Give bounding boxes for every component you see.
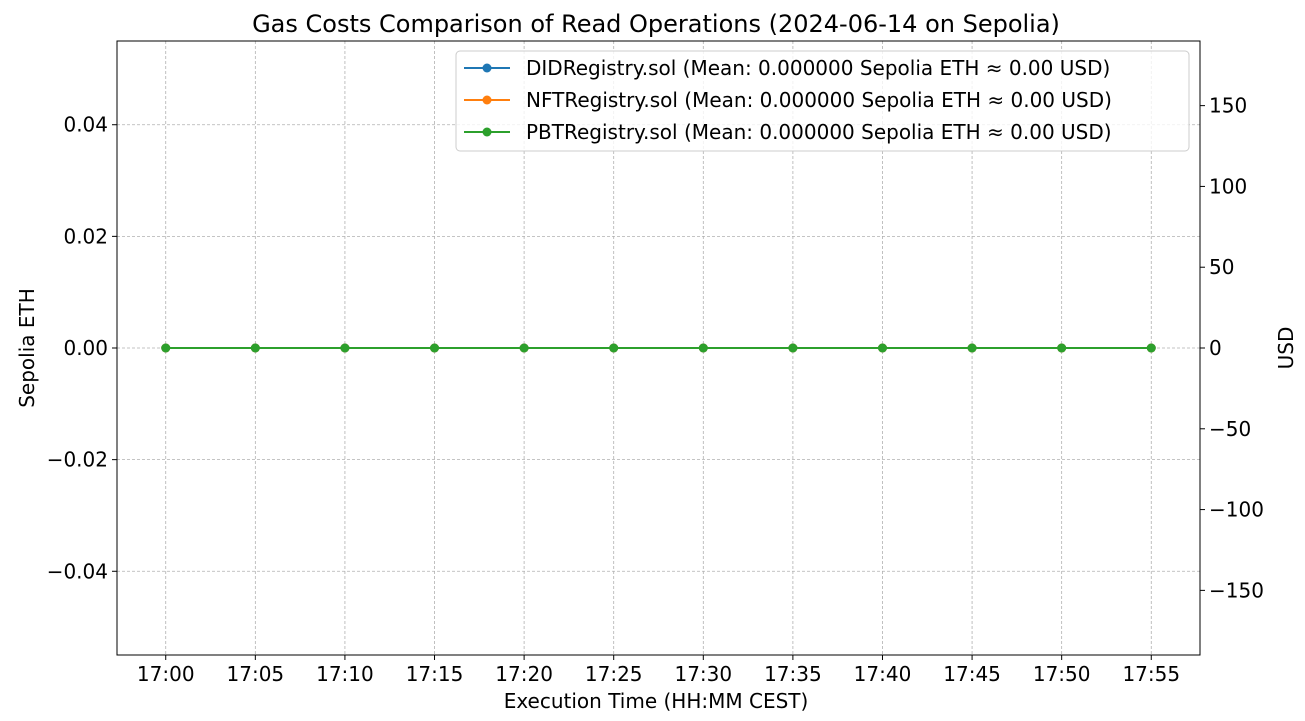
x-tick-label: 17:00 (137, 662, 195, 686)
x-tick-label: 17:15 (406, 662, 464, 686)
y-axis-left: −0.04 −0.02 0.00 0.02 0.04 (47, 113, 117, 583)
x-tick-label: 17:50 (1033, 662, 1091, 686)
data-point (250, 343, 260, 353)
legend-item: DIDRegistry.sol (Mean: 0.000000 Sepolia … (464, 56, 1110, 80)
data-point (788, 343, 798, 353)
x-axis-label: Execution Time (HH:MM CEST) (504, 689, 809, 713)
y-tick-label: 0.04 (63, 113, 108, 137)
legend-item: PBTRegistry.sol (Mean: 0.000000 Sepolia … (464, 120, 1112, 144)
data-point (609, 343, 619, 353)
legend-marker (482, 63, 492, 73)
data-point (1146, 343, 1156, 353)
legend-label: PBTRegistry.sol (Mean: 0.000000 Sepolia … (526, 120, 1112, 144)
x-tick-label: 17:30 (674, 662, 732, 686)
y2-tick-label: 0 (1209, 336, 1222, 360)
data-point (967, 343, 977, 353)
x-tick-label: 17:45 (943, 662, 1001, 686)
y2-tick-label: 50 (1209, 255, 1234, 279)
data-point (430, 343, 440, 353)
legend: DIDRegistry.sol (Mean: 0.000000 Sepolia … (455, 50, 1190, 152)
x-tick-label: 17:25 (585, 662, 643, 686)
y2-axis-label: USD (1274, 327, 1298, 370)
data-point (161, 343, 171, 353)
y-axis-label: Sepolia ETH (15, 288, 39, 408)
x-tick-label: 17:05 (227, 662, 285, 686)
legend-marker (482, 127, 492, 137)
data-point (1057, 343, 1067, 353)
x-tick-label: 17:55 (1122, 662, 1180, 686)
data-point (877, 343, 887, 353)
legend-box (455, 50, 1190, 152)
y2-tick-label: −100 (1209, 498, 1264, 522)
y-axis-right: −150 −100 −50 0 50 100 150 (1200, 94, 1264, 602)
legend-item: NFTRegistry.sol (Mean: 0.000000 Sepolia … (464, 88, 1112, 112)
y2-tick-label: 150 (1209, 94, 1247, 118)
legend-marker (482, 95, 492, 105)
legend-label: NFTRegistry.sol (Mean: 0.000000 Sepolia … (526, 88, 1112, 112)
legend-label: DIDRegistry.sol (Mean: 0.000000 Sepolia … (526, 56, 1110, 80)
y-tick-label: 0.00 (63, 336, 108, 360)
y2-tick-label: −50 (1209, 417, 1251, 441)
y2-tick-label: 100 (1209, 174, 1247, 198)
x-tick-label: 17:20 (495, 662, 553, 686)
x-tick-label: 17:40 (854, 662, 912, 686)
x-tick-label: 17:10 (316, 662, 374, 686)
series-layer (161, 343, 1156, 353)
x-tick-label: 17:35 (764, 662, 822, 686)
chart-title: Gas Costs Comparison of Read Operations … (252, 10, 1060, 38)
data-point (698, 343, 708, 353)
data-point (519, 343, 529, 353)
y-tick-label: 0.02 (63, 224, 108, 248)
series-pbtregistry (161, 343, 1156, 353)
data-point (340, 343, 350, 353)
x-axis: 17:00 17:05 17:10 17:15 17:20 17:25 17:30 17:35… (137, 655, 1180, 686)
y2-tick-label: −150 (1209, 578, 1264, 602)
y-tick-label: −0.02 (47, 448, 108, 472)
y-tick-label: −0.04 (47, 559, 108, 583)
